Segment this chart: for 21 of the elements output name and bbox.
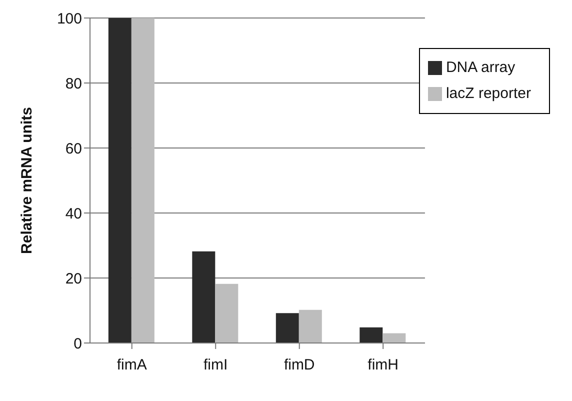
y-tick-label: 100 — [56, 10, 82, 28]
x-tick-label: fimA — [116, 356, 147, 374]
bar — [192, 251, 216, 343]
bar — [298, 310, 322, 343]
bar — [108, 18, 132, 343]
legend-label: lacZ reporter — [446, 85, 531, 102]
bar — [360, 327, 383, 343]
y-tick-label: 80 — [65, 75, 82, 92]
y-axis-title: Relative mRNA units — [18, 107, 36, 254]
x-tick-label: fimD — [284, 356, 315, 374]
y-tick-label: 40 — [65, 205, 82, 222]
bar — [276, 313, 299, 343]
y-tick-label: 60 — [65, 140, 82, 158]
y-tick-label: 0 — [74, 335, 82, 352]
x-tick-label: fimI — [204, 356, 228, 374]
bar — [131, 18, 154, 343]
x-tick-label: fimH — [368, 356, 399, 374]
legend-label: DNA array — [446, 59, 516, 76]
bar — [215, 284, 238, 343]
y-tick-label: 20 — [65, 270, 82, 288]
bar — [382, 333, 406, 343]
